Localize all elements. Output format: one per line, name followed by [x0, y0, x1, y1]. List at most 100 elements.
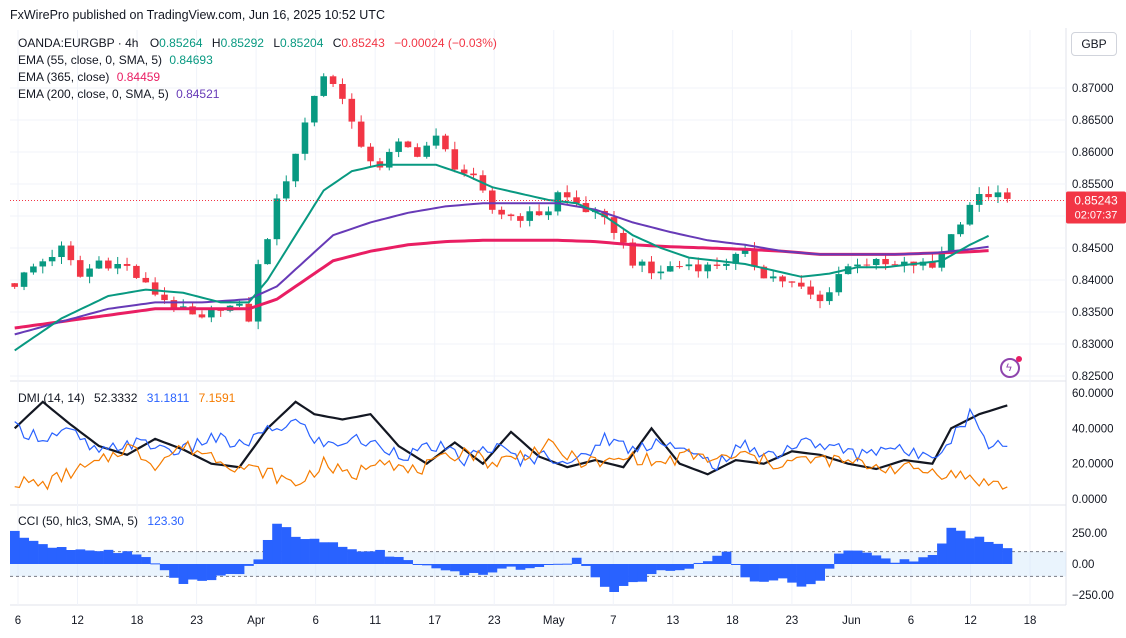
- cci-bar: [94, 551, 104, 564]
- candle-body: [573, 197, 580, 204]
- cci-value: 123.30: [147, 514, 184, 528]
- main-legend-line-1: OANDA:EURGBP · 4h O0.85264 H0.85292 L0.8…: [18, 36, 497, 50]
- cci-bar: [721, 551, 732, 564]
- cci-bar: [225, 564, 236, 574]
- cci-bar: [777, 564, 788, 579]
- cci-bar: [759, 564, 769, 582]
- candle-body: [779, 276, 786, 282]
- candle-body: [760, 266, 768, 279]
- cci-bar: [103, 549, 114, 564]
- cci-bar: [553, 563, 563, 565]
- cci-bar: [1002, 548, 1013, 564]
- candle-body: [385, 151, 393, 168]
- cci-bar: [337, 546, 348, 564]
- candle-body: [751, 248, 758, 267]
- cci-bar: [965, 538, 975, 564]
- open-value: 0.85264: [159, 36, 203, 50]
- candle-body: [282, 181, 290, 199]
- symbol-label: OANDA:EURGBP · 4h: [18, 36, 138, 50]
- candle-body: [123, 264, 131, 266]
- cci-bar: [216, 564, 226, 576]
- close-label: C: [333, 36, 342, 50]
- ema200-label: EMA (200, close, 0, SMA, 5): [18, 87, 169, 101]
- cci-legend: CCI (50, hlc3, SMA, 5) 123.30: [18, 514, 184, 528]
- candle-body: [676, 266, 683, 268]
- cci-bar: [637, 564, 648, 582]
- candle-body: [30, 266, 37, 273]
- cci-bar: [169, 564, 179, 578]
- candle-body: [67, 245, 75, 261]
- candle-body: [414, 147, 421, 157]
- candle-body: [423, 145, 430, 157]
- candle-body: [20, 272, 28, 287]
- candle-body: [254, 264, 262, 322]
- candle-body: [798, 282, 805, 287]
- cci-bar: [843, 550, 854, 564]
- candle-body: [367, 146, 374, 162]
- low-value: 0.85204: [280, 36, 324, 50]
- cci-bar: [974, 536, 985, 564]
- cci-bar: [28, 540, 39, 564]
- cci-bar: [19, 537, 30, 564]
- candle-body: [807, 286, 814, 295]
- cci-bar: [515, 564, 526, 570]
- time-tick-label: 11: [369, 615, 381, 627]
- high-label: H: [212, 36, 221, 50]
- time-tick-label: 18: [1024, 615, 1037, 627]
- candle-body: [526, 211, 534, 221]
- cci-bar: [56, 547, 67, 564]
- candle-body: [610, 217, 618, 233]
- cci-bar: [347, 549, 357, 564]
- cci-bar: [665, 564, 676, 571]
- candle-body: [535, 211, 543, 216]
- candle-body: [58, 245, 65, 258]
- cci-bar: [496, 564, 507, 569]
- cci-bar: [206, 564, 217, 581]
- cci-bar: [590, 564, 601, 578]
- cci-bar: [66, 550, 76, 564]
- candle-body: [236, 303, 243, 306]
- candle-body: [451, 149, 459, 170]
- price-tag-value: 0.85243: [1074, 193, 1118, 207]
- candle-body: [273, 198, 281, 240]
- cci-bar: [787, 564, 797, 583]
- cci-bar: [581, 564, 591, 566]
- price-tick-label: 0.87000: [1072, 83, 1114, 95]
- candle-body: [198, 314, 206, 318]
- candle-body: [395, 141, 402, 152]
- candle-body: [648, 261, 655, 274]
- candle-body: [826, 292, 833, 302]
- cci-bar: [375, 549, 385, 564]
- cci-bar: [871, 555, 882, 564]
- tradingview-logo-icon[interactable]: ϟ: [1000, 356, 1022, 378]
- candle-body: [264, 239, 271, 265]
- candle-body: [357, 121, 365, 147]
- candle-body: [695, 264, 702, 272]
- candle-body: [601, 210, 608, 218]
- cci-bar: [300, 539, 310, 564]
- candle-body: [666, 266, 674, 272]
- cci-bar: [178, 564, 189, 584]
- cci-bar: [141, 557, 151, 564]
- ema55-line: [14, 163, 990, 352]
- candle-body: [48, 257, 56, 262]
- cci-bar: [702, 561, 713, 564]
- cci-bar: [543, 564, 554, 565]
- candle-body: [713, 264, 721, 266]
- cci-bar: [197, 564, 207, 581]
- cci-bar: [403, 560, 413, 564]
- currency-button[interactable]: GBP: [1071, 32, 1117, 56]
- cci-tick-label: −250.00: [1072, 590, 1114, 602]
- candle-body: [685, 264, 693, 267]
- candle-body: [245, 303, 253, 322]
- candle-body: [329, 76, 337, 84]
- price-tag-box: [1066, 191, 1126, 224]
- cci-bar: [852, 550, 863, 564]
- cci-bar: [159, 564, 170, 571]
- cci-bar: [122, 551, 133, 564]
- cci-bar: [319, 542, 329, 564]
- candle-body: [629, 242, 637, 266]
- cci-bar: [10, 530, 20, 564]
- candle-body: [994, 192, 1002, 198]
- time-tick-label: May: [543, 615, 565, 627]
